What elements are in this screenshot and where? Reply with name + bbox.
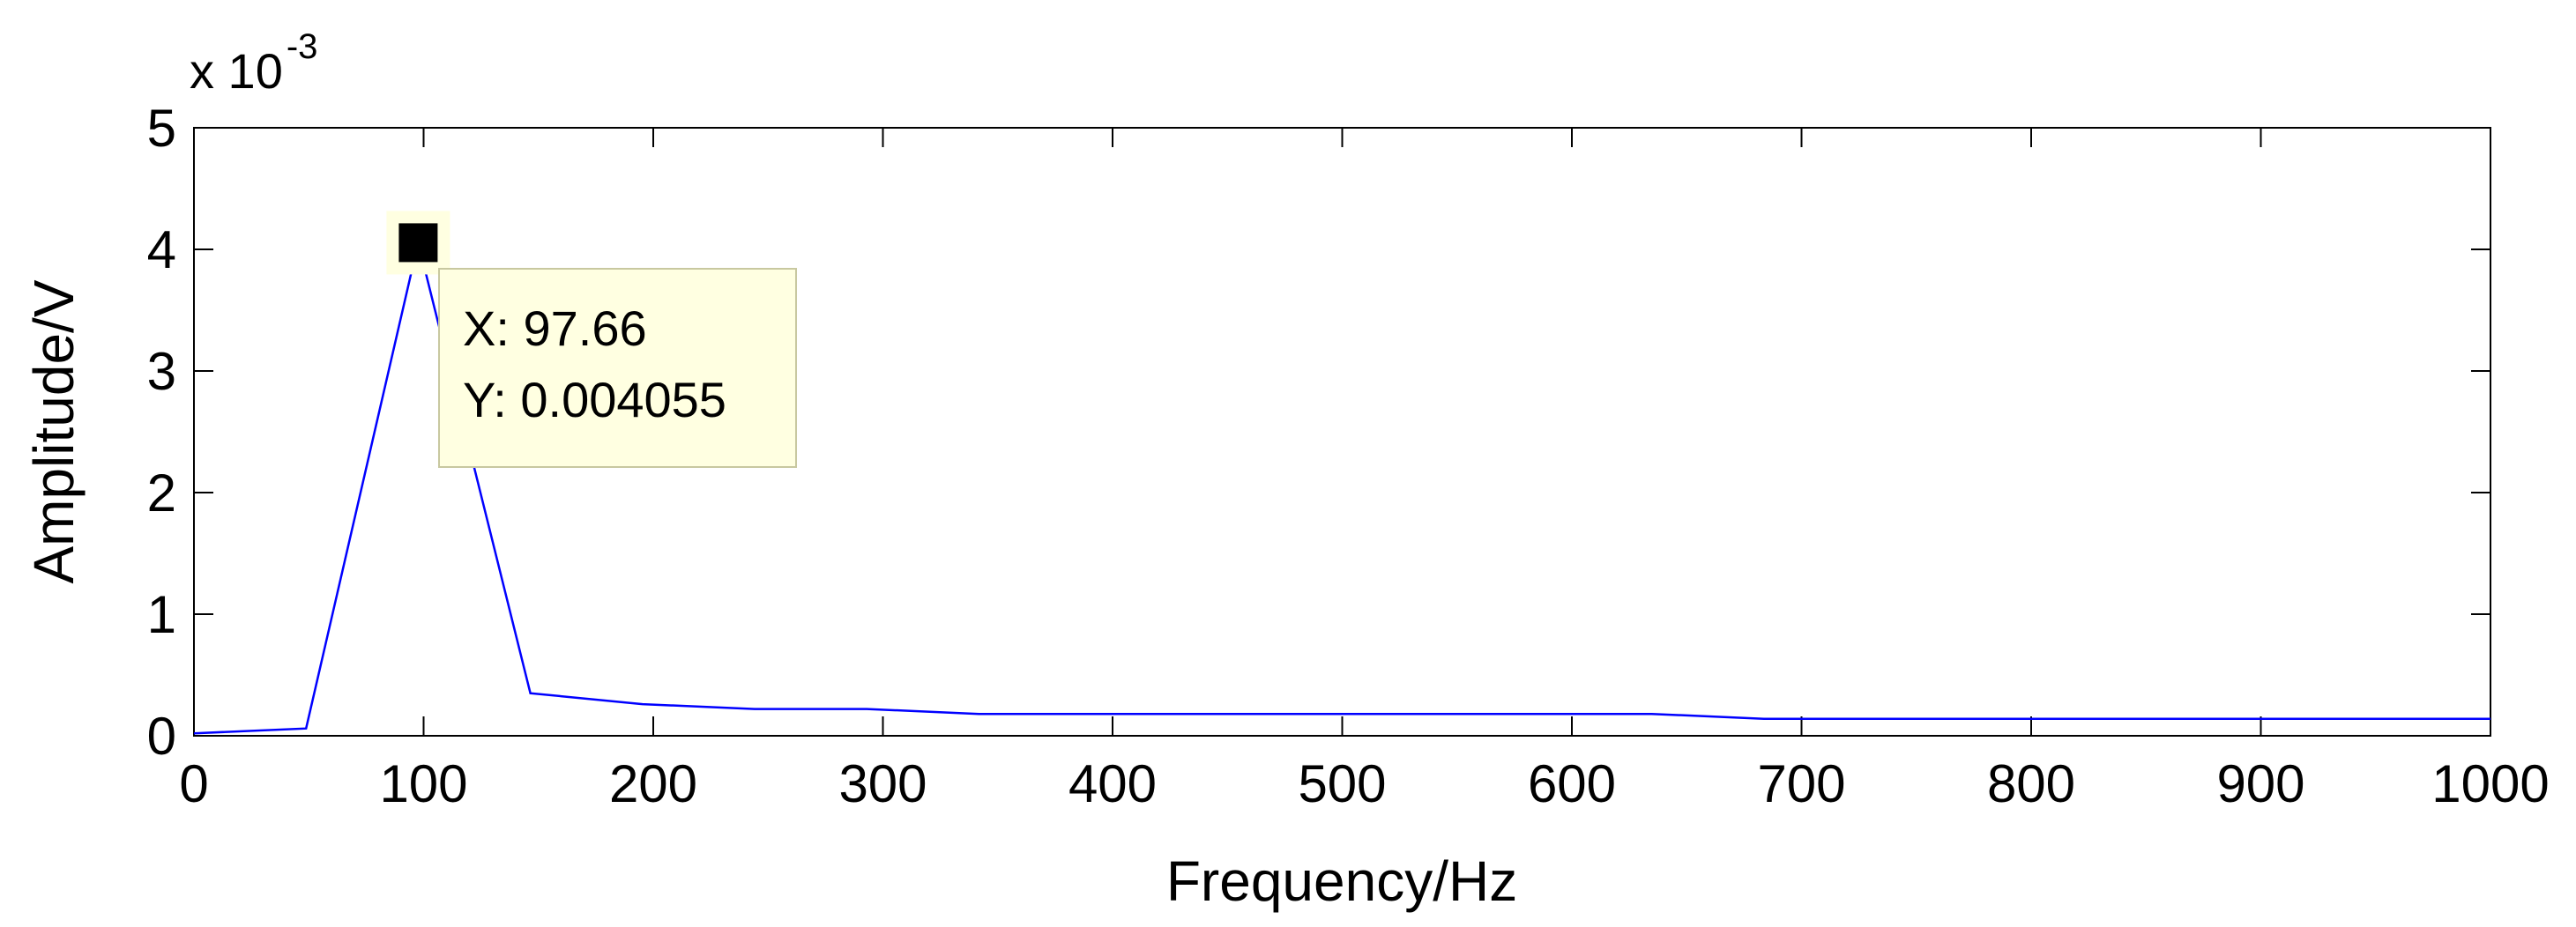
x-axis-ticks: 0 100 200 300 400 500 600 700 800 900 1000 [179, 128, 2550, 813]
y-tick-label: 4 [147, 220, 176, 279]
data-tip-y: Y: 0.004055 [463, 372, 726, 427]
y-tick-label: 3 [147, 342, 176, 401]
y-tick-label: 2 [147, 464, 176, 523]
y-tick-label: 1 [147, 585, 176, 644]
x-tick-label: 700 [1757, 754, 1845, 813]
data-tip-x: X: 97.66 [463, 300, 647, 356]
y-axis-label: Amplitude/V [22, 279, 86, 583]
x-tick-label: 600 [1528, 754, 1616, 813]
y-tick-label: 0 [147, 707, 176, 766]
x-tick-label: 1000 [2431, 754, 2549, 813]
y-axis-exponent: x 10 -3 [190, 27, 317, 99]
x-tick-label: 800 [1987, 754, 2075, 813]
x-axis-label: Frequency/Hz [1166, 849, 1517, 913]
x-tick-label: 400 [1068, 754, 1157, 813]
x-tick-label: 300 [838, 754, 927, 813]
x-tick-label: 0 [179, 754, 208, 813]
x-tick-label: 200 [609, 754, 697, 813]
x-tick-label: 900 [2216, 754, 2304, 813]
data-tip-marker[interactable] [398, 223, 438, 263]
data-tip-box [438, 268, 797, 468]
y-axis-ticks: 0 1 2 3 4 5 [147, 99, 2490, 766]
x-tick-label: 500 [1298, 754, 1386, 813]
data-tip[interactable]: X: 97.66 Y: 0.004055 [386, 211, 797, 468]
series-line [193, 242, 2490, 735]
y-tick-label: 5 [147, 99, 176, 158]
x-tick-label: 100 [379, 754, 467, 813]
